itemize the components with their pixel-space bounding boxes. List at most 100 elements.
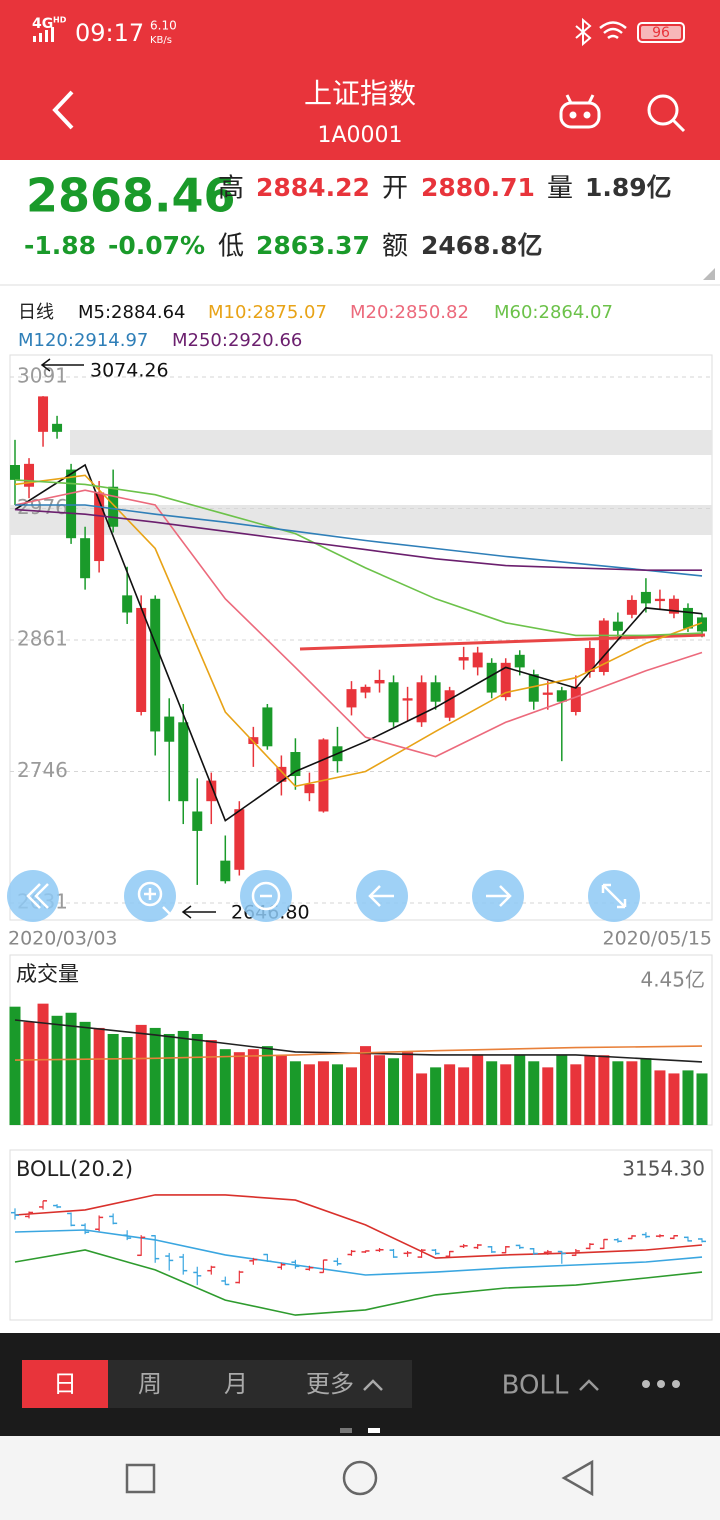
annotation: 3074.26 <box>90 360 169 382</box>
ma-line <box>14 479 703 637</box>
more-button[interactable] <box>642 1380 680 1388</box>
label: 开 <box>382 174 408 204</box>
search-button[interactable] <box>647 94 686 133</box>
candle-body <box>556 690 567 702</box>
candle-body <box>430 682 441 702</box>
candle-body <box>402 698 413 701</box>
nav-home[interactable] <box>342 1460 378 1496</box>
volume-bar <box>135 1024 147 1125</box>
boll-band <box>14 1194 703 1259</box>
legend-entry: M20:2850.82 <box>350 302 469 323</box>
y-tick-label: 2861 <box>17 626 68 650</box>
volume-bar <box>233 1052 245 1125</box>
corner-mark <box>703 268 715 280</box>
back-button[interactable] <box>52 90 74 130</box>
control-icon <box>144 888 171 915</box>
candle-body <box>234 809 245 870</box>
volume-bar <box>430 1067 442 1125</box>
candle-body <box>668 598 679 614</box>
volume-bar <box>556 1055 568 1125</box>
ma-line <box>15 504 703 577</box>
volume-bar <box>542 1067 554 1125</box>
price: 2868.46 <box>26 169 236 223</box>
battery <box>637 22 685 43</box>
candle-body <box>598 620 609 672</box>
tab-active[interactable] <box>22 1360 108 1408</box>
ma-line <box>14 463 703 822</box>
candle-body <box>416 682 427 723</box>
volume-bar <box>360 1046 372 1125</box>
volume-bar <box>93 1027 105 1125</box>
date-label: 2020/03/03 <box>8 928 118 950</box>
value: 2880.71 <box>421 173 535 202</box>
candle-body <box>262 707 273 747</box>
code: 1A0001 <box>317 123 402 148</box>
robot-button[interactable] <box>559 94 601 129</box>
volume-bar <box>696 1073 708 1125</box>
volume-bar <box>514 1055 526 1125</box>
candle-body <box>276 766 287 782</box>
price-zone <box>70 430 712 455</box>
volume-bar <box>345 1067 357 1125</box>
chart-control[interactable] <box>7 870 59 922</box>
chevron <box>579 1379 599 1391</box>
nav-bar <box>0 1436 720 1520</box>
volume-bar <box>149 1027 161 1125</box>
candle-body <box>458 657 469 661</box>
candle-body <box>486 662 497 693</box>
indicator-button[interactable]: BOLL <box>502 1371 569 1401</box>
boll-frame <box>9 1149 713 1321</box>
page-dot <box>368 1428 380 1433</box>
candle-body <box>220 860 231 882</box>
candle-body <box>24 463 35 487</box>
volume-bar <box>219 1049 231 1125</box>
volume-bar <box>598 1055 610 1125</box>
candle-body <box>80 538 91 579</box>
label: 额 <box>382 232 408 262</box>
volume-bar <box>107 1033 119 1125</box>
candle-body <box>318 739 329 812</box>
date-label: 2020/05/15 <box>602 928 712 950</box>
arrow <box>181 905 216 919</box>
candle-body <box>52 423 63 432</box>
candle-body <box>346 689 357 708</box>
candle-body <box>626 599 637 615</box>
tab[interactable]: 月 <box>224 1370 248 1398</box>
candle-body <box>108 486 119 527</box>
divider <box>0 284 720 286</box>
volume-bar <box>289 1061 301 1125</box>
nav-recent[interactable] <box>125 1463 156 1494</box>
tab[interactable]: 日 <box>53 1370 77 1398</box>
label: 低 <box>218 232 244 262</box>
candle-body <box>122 595 133 613</box>
control-icon <box>26 883 49 909</box>
ma-line <box>14 508 702 571</box>
battery-text: 96 <box>652 25 670 41</box>
candle-body <box>697 617 707 632</box>
network-badge: HD <box>53 16 67 25</box>
nav-back[interactable] <box>561 1459 594 1497</box>
tab[interactable]: 周 <box>138 1370 162 1398</box>
volume-bar <box>23 1021 35 1125</box>
candle-body <box>178 722 189 802</box>
wifi-icon <box>599 21 627 40</box>
label: 量 <box>547 174 573 204</box>
volume-bar <box>416 1073 428 1125</box>
boll-band <box>14 1249 703 1316</box>
control-icon <box>137 881 163 907</box>
tab[interactable]: 更多 <box>306 1370 354 1398</box>
volume-bar <box>121 1037 133 1125</box>
signal-icon <box>33 27 54 42</box>
candle-body <box>38 396 49 432</box>
volume-bar <box>9 1006 21 1125</box>
main-chart-frame <box>9 354 713 921</box>
net-speed-unit: KB/s <box>150 35 172 46</box>
volume-bar <box>500 1064 512 1125</box>
candle-body <box>290 752 301 777</box>
legend-entry: M250:2920.66 <box>172 330 302 351</box>
candle-body <box>94 492 105 562</box>
battery-level <box>641 26 681 39</box>
value: 2863.37 <box>256 231 370 260</box>
